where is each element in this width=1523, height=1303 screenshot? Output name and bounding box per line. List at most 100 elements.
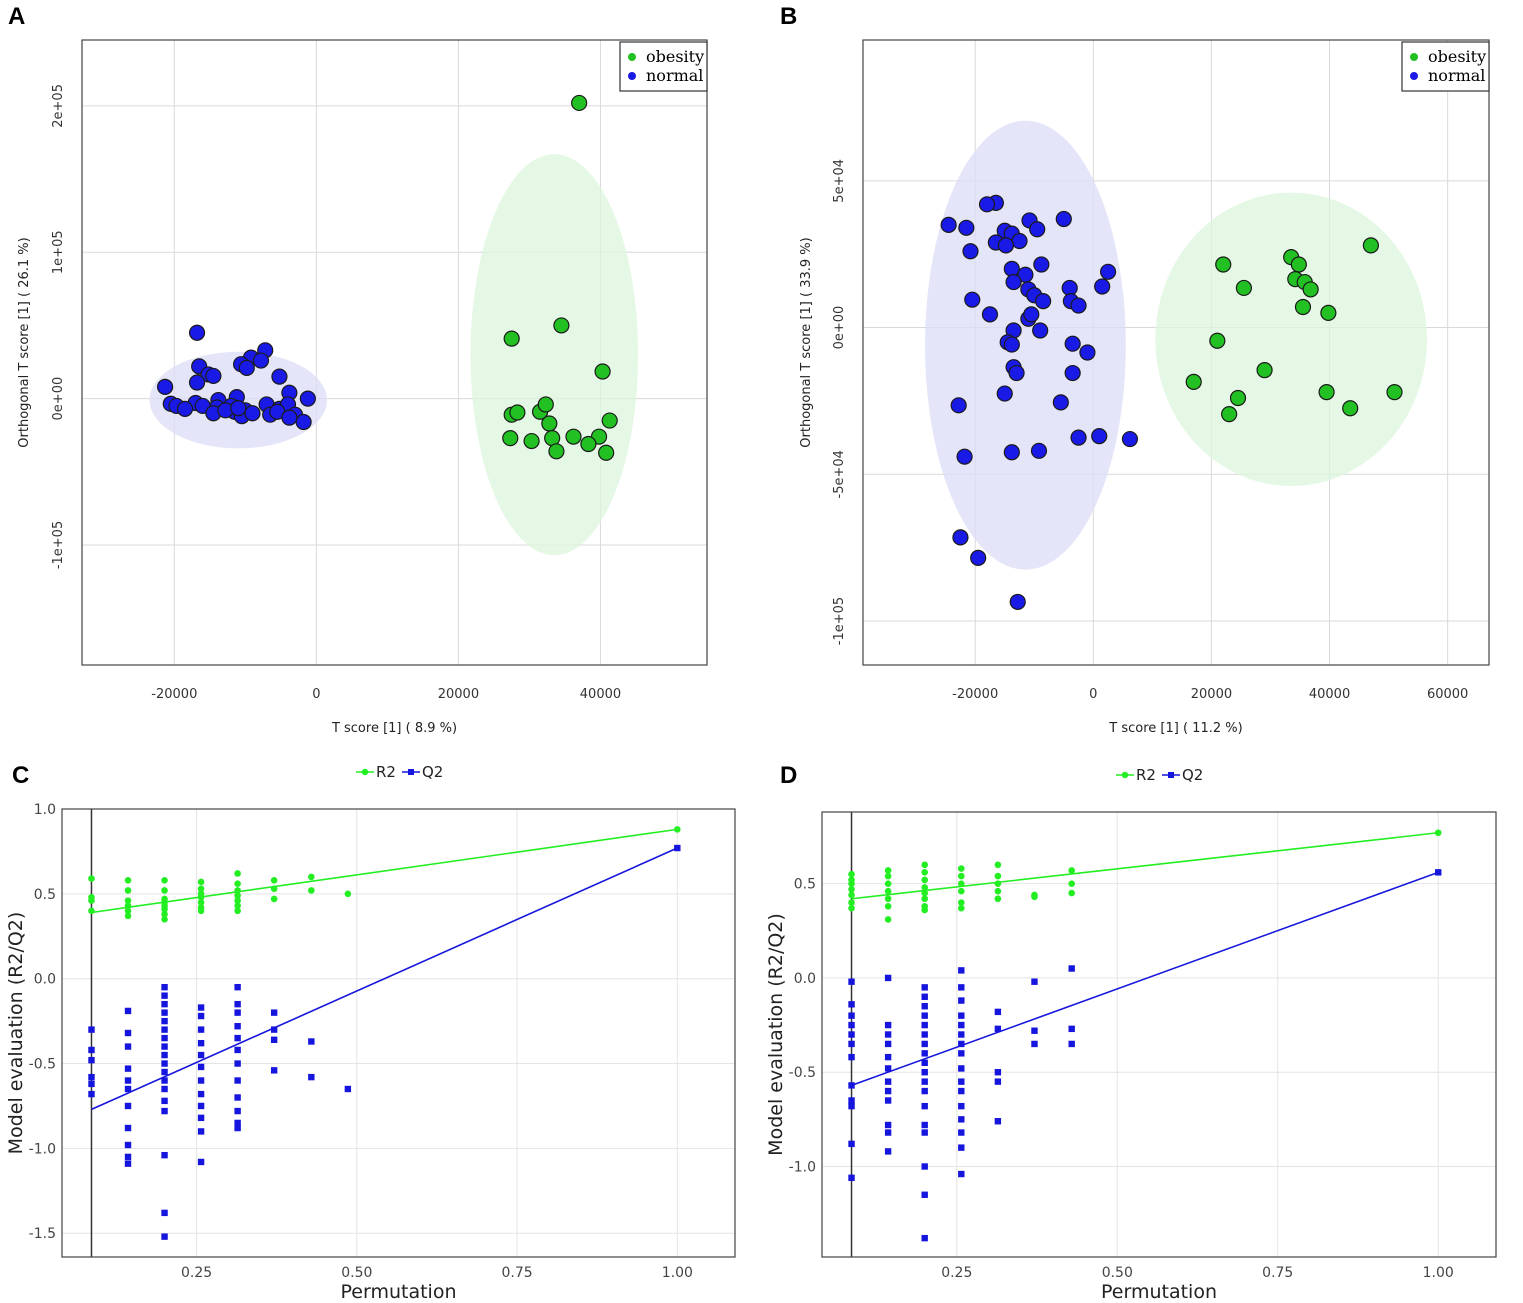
chart-d-point-q2-35 [921, 1087, 928, 1095]
chart-c-point-r2-29 [234, 897, 241, 904]
chart-d-point-q2-40 [921, 1191, 928, 1198]
chart-c-point-r2-28 [234, 892, 241, 899]
panel-label-a: A [8, 3, 25, 30]
chart-d-point-q2-38 [921, 1129, 928, 1136]
chart-b-ytick-label-2: 0e+00 [832, 306, 847, 350]
chart-a-point-normal-10 [188, 374, 206, 391]
chart-c-point-r2-17 [161, 916, 168, 923]
chart-a-x-axis-label: T score [1] ( 8.9 %) [331, 721, 457, 736]
chart-c-point-q2-26 [161, 1060, 168, 1067]
chart-d-point-q2-26 [921, 1003, 928, 1010]
chart-b-point-normal-17 [1005, 273, 1022, 291]
chart-c-point-q2-0 [88, 1026, 95, 1033]
chart-c-legend-marker-r2 [361, 768, 369, 776]
chart-b-point-normal-6 [1029, 221, 1046, 238]
chart-c-point-q2-37 [197, 1026, 205, 1033]
chart-b-y-axis-label: Orthogonal T score [1] ( 33.9 %) [799, 237, 814, 447]
chart-b-point-obesity-9 [1320, 304, 1337, 321]
chart-b-point-normal-13 [1033, 256, 1050, 273]
chart-d-y-axis-label: Model evaluation (R2/Q2) [765, 913, 787, 1156]
chart-d-point-q2-24 [921, 984, 928, 991]
chart-d-point-q2-41 [921, 1234, 928, 1242]
chart-c-point-q2-49 [234, 1009, 241, 1016]
chart-d-point-q2-63 [1031, 978, 1038, 985]
chart-d-r2-trend-line [851, 831, 1439, 900]
chart-a-point-obesity-15 [580, 435, 597, 453]
chart-d-point-q2-1 [848, 1001, 855, 1008]
chart-a-xtick-label-3: 40000 [580, 687, 621, 702]
chart-c-xtick-label-1: 0.50 [341, 1265, 372, 1281]
chart-d-point-r2-5 [848, 899, 855, 906]
chart-a-point-normal-11 [156, 378, 174, 395]
chart-c-point-q2-58 [234, 1124, 241, 1132]
chart-b-point-obesity-11 [1256, 362, 1273, 379]
chart-b-point-normal-38 [996, 385, 1013, 402]
chart-b-xtick-label-3: 40000 [1309, 687, 1350, 702]
chart-c-point-q2-32 [161, 1151, 168, 1159]
chart-c-plot-area [62, 809, 735, 1257]
chart-d-legend-marker-q2 [1168, 772, 1174, 778]
chart-c-point-q2-6 [124, 1007, 132, 1015]
chart-d-point-q2-48 [958, 1040, 965, 1048]
chart-d-point-q2-3 [848, 1021, 855, 1029]
chart-b-point-normal-11 [997, 237, 1015, 254]
chart-a-point-normal-9 [271, 368, 288, 385]
chart-a-legend-marker-normal [628, 72, 636, 80]
chart-c-point-q2-24 [161, 1043, 168, 1050]
chart-c-point-q2-17 [161, 983, 168, 991]
chart-c-point-r2-34 [270, 895, 278, 903]
chart-c-point-q2-46 [197, 1158, 205, 1166]
chart-c-ytick-label-0: -1.5 [29, 1226, 56, 1242]
chart-d-point-q2-10 [848, 1140, 855, 1148]
chart-c-point-q2-40 [197, 1063, 205, 1071]
chart-d-point-r2-19 [921, 895, 929, 903]
chart-c-point-r2-8 [124, 907, 132, 915]
chart-b-point-obesity-16 [1342, 400, 1359, 417]
chart-d-point-r2-13 [884, 916, 892, 923]
chart-a-point-obesity-0 [571, 94, 588, 112]
chart-b-point-normal-44 [1003, 444, 1020, 461]
chart-d-point-q2-62 [994, 1118, 1002, 1125]
chart-c-ytick-label-1: -1.0 [29, 1141, 56, 1157]
chart-d-point-q2-5 [848, 1040, 855, 1048]
chart-d-legend-label-q2: Q2 [1182, 766, 1203, 784]
chart-a-point-normal-32 [244, 405, 261, 422]
chart-d-point-q2-49 [958, 1050, 965, 1057]
chart-c-point-q2-2 [88, 1056, 95, 1064]
chart-c-point-q2-55 [234, 1094, 241, 1101]
chart-c-point-r2-30 [234, 902, 241, 910]
chart-c-point-r2-31 [234, 907, 241, 915]
chart-d-point-q2-60 [994, 1069, 1002, 1076]
chart-c-point-r2-10 [161, 876, 168, 884]
chart-d-point-r2-30 [994, 880, 1002, 887]
chart-c-y-axis-label: Model evaluation (R2/Q2) [5, 912, 27, 1155]
chart-b-point-normal-22 [1035, 293, 1052, 310]
chart-b-point-normal-36 [1008, 364, 1025, 382]
chart-b-point-obesity-15 [1229, 389, 1247, 407]
chart-d-plot-area [822, 812, 1496, 1257]
chart-c-point-q2-64 [308, 1073, 315, 1081]
chart-d-point-q2-55 [958, 1129, 965, 1136]
chart-d-point-q2-43 [958, 984, 965, 991]
chart-d-point-q2-11 [848, 1174, 855, 1182]
chart-c-point-r2-27 [234, 887, 241, 894]
chart-c-q2-trend-line [91, 847, 678, 1111]
chart-d-point-q2-30 [921, 1040, 928, 1048]
chart-c-point-r2-22 [197, 899, 205, 906]
chart-c-point-q2-21 [161, 1017, 168, 1025]
chart-d-point-q2-12 [884, 974, 892, 982]
chart-d-point-r2-6 [848, 904, 855, 912]
chart-b-point-normal-42 [1091, 428, 1108, 445]
chart-c-x-axis-label: Permutation [341, 1281, 457, 1303]
chart-d-point-q2-29 [921, 1031, 928, 1038]
chart-c-point-r2-11 [161, 887, 168, 894]
chart-a-xtick-label-0: -20000 [151, 687, 197, 702]
chart-c-frame [61, 808, 736, 1258]
chart-d-q2-trend-line [851, 871, 1439, 1087]
chart-b-point-obesity-8 [1294, 298, 1312, 316]
chart-d-point-q2-39 [921, 1163, 928, 1170]
chart-c-point-q2-54 [234, 1077, 241, 1084]
chart-a-frame [81, 39, 708, 666]
chart-d-point-r2-0 [848, 870, 855, 878]
chart-d-ytick-label-0: -1.0 [789, 1159, 816, 1175]
